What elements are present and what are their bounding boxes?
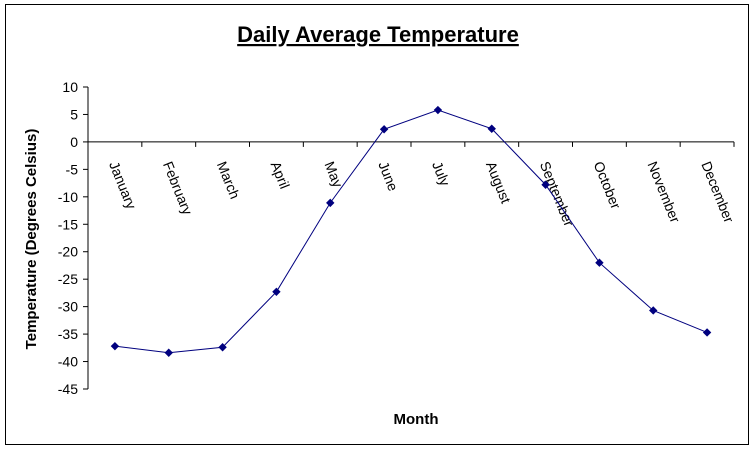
y-tick-label: -25 bbox=[58, 271, 78, 287]
x-tick-label: December bbox=[698, 159, 737, 225]
data-point bbox=[379, 125, 389, 134]
data-point bbox=[702, 328, 712, 337]
y-tick-label: -40 bbox=[58, 354, 78, 370]
data-point bbox=[326, 198, 335, 208]
data-point bbox=[595, 258, 604, 267]
y-tick-label: 0 bbox=[70, 134, 78, 150]
x-tick-label: September bbox=[537, 159, 578, 229]
y-axis-title: Temperature (Degrees Celsius) bbox=[23, 129, 40, 350]
series-line bbox=[114, 109, 708, 354]
data-point bbox=[110, 341, 120, 351]
x-tick-label: November bbox=[644, 159, 683, 225]
y-tick-label: -5 bbox=[66, 161, 79, 177]
y-tick-label: -45 bbox=[58, 381, 78, 397]
x-tick-label: January bbox=[106, 159, 139, 211]
chart-title: Daily Average Temperature bbox=[237, 22, 519, 47]
data-point bbox=[433, 105, 443, 115]
y-tick-label: -35 bbox=[58, 326, 78, 342]
x-tick-label: June bbox=[375, 159, 401, 193]
y-tick-label: -30 bbox=[58, 299, 78, 315]
data-point bbox=[487, 124, 496, 133]
chart-frame bbox=[5, 4, 749, 445]
y-tick-label: 10 bbox=[62, 79, 78, 95]
x-axis-title: Month bbox=[394, 411, 439, 428]
data-point bbox=[218, 343, 227, 352]
x-tick-label: July bbox=[429, 159, 453, 188]
y-tick-label: -15 bbox=[58, 216, 78, 232]
y-tick-label: -10 bbox=[58, 189, 78, 205]
x-tick-label: March bbox=[214, 159, 243, 201]
data-point bbox=[649, 306, 658, 315]
x-tick-label: October bbox=[591, 159, 625, 211]
data-point bbox=[541, 180, 550, 189]
axes: -45 -40 -35 -30 -25 -20 -15 -10 -5 0 5 10 January Feb… bbox=[58, 79, 738, 397]
data-point bbox=[164, 348, 173, 357]
y-tick-label: -20 bbox=[58, 244, 78, 260]
data-point bbox=[272, 287, 281, 297]
x-tick-label: August bbox=[483, 159, 514, 206]
y-tick-label: 5 bbox=[70, 106, 78, 122]
x-tick-label: April bbox=[268, 159, 293, 191]
x-tick-label: May bbox=[321, 159, 346, 190]
x-tick-label: February bbox=[160, 159, 196, 217]
plot-area bbox=[110, 105, 712, 357]
